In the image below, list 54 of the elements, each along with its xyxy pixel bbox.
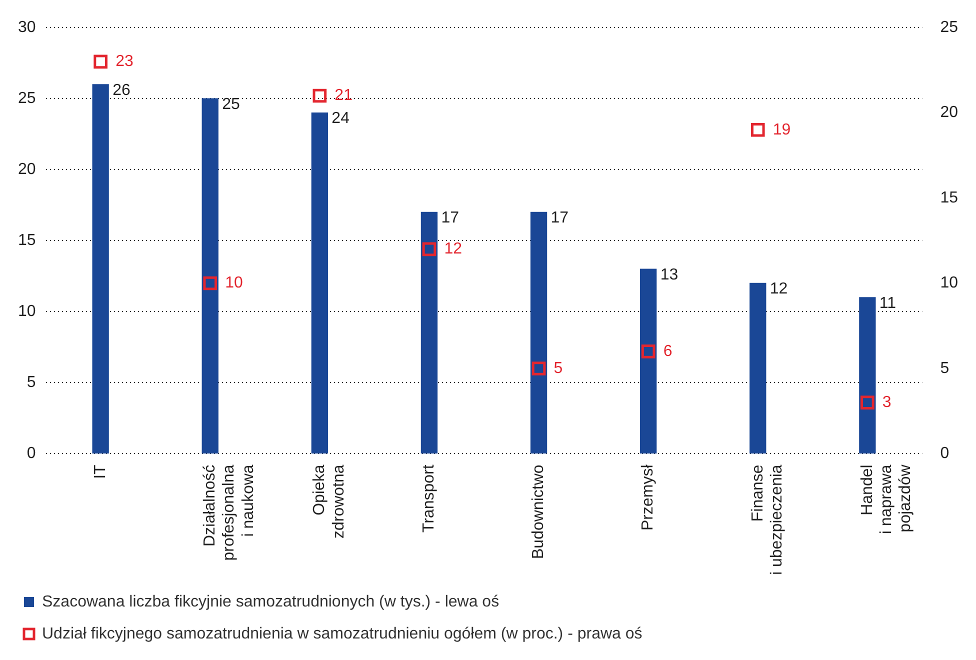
point [750,122,765,137]
bar [311,112,328,454]
point [532,362,546,376]
data-label: 12 [444,240,462,258]
x-tick-label: Transport [420,464,438,533]
bar [859,297,876,454]
y-tick-label: 15 [18,232,36,250]
data-label: 11 [879,294,896,312]
point [312,88,327,103]
bar [202,98,218,454]
x-tick-label: Przemysł [640,464,657,530]
bar [750,282,766,454]
y-tick-label: 20 [18,161,36,178]
bar [530,212,548,454]
y-tick-label: 25 [18,90,36,108]
data-label: 17 [550,210,569,227]
y2-tick-label: 25 [940,19,958,36]
y2-tick-label: 5 [940,360,950,377]
data-label: 3 [882,394,892,411]
bar [420,212,438,454]
bar [92,84,109,454]
data-label: 23 [116,53,134,70]
point [203,276,218,290]
x-tick-label: Budownictwo [530,464,548,559]
legend-label: Udział fikcyjnego samozatrudnienia w samozatrudnieniu ogółem (w proc.) - prawa oś [42,625,642,642]
x-tick-label: Działalność profesjonalna i naukowa [202,464,257,561]
data-label: 25 [222,96,240,114]
data-label: 6 [663,342,672,360]
y-tick-label: 30 [18,19,36,36]
y-tick-label: 5 [26,374,36,392]
y2-tick-label: 0 [940,445,950,462]
data-label: 19 [772,121,791,138]
x-tick-label: IT [92,464,109,479]
y2-tick-label: 15 [940,189,958,206]
x-tick-label: Handel i naprawa pojazdów [858,464,914,534]
legend-label: Szacowana liczba fikcyjnie samozatrudnionych (w tys.) - lewa oś [42,593,500,610]
y-tick-label: 0 [26,445,36,462]
data-label: 5 [554,360,563,377]
point [860,396,874,410]
point [422,242,436,256]
bar [640,268,657,454]
data-label: 12 [770,280,788,298]
data-label: 10 [225,274,244,292]
data-label: 21 [334,87,353,104]
point [94,54,108,69]
y2-tick-label: 20 [940,104,958,122]
y2-tick-label: 10 [940,274,958,292]
data-label: 24 [332,110,350,128]
x-tick-label: Finanse i ubezpieczenia [749,464,786,575]
point [641,344,656,358]
data-label: 13 [660,266,678,284]
y-tick-label: 10 [18,303,36,320]
data-label: 17 [441,210,460,227]
data-label: 26 [112,82,130,99]
